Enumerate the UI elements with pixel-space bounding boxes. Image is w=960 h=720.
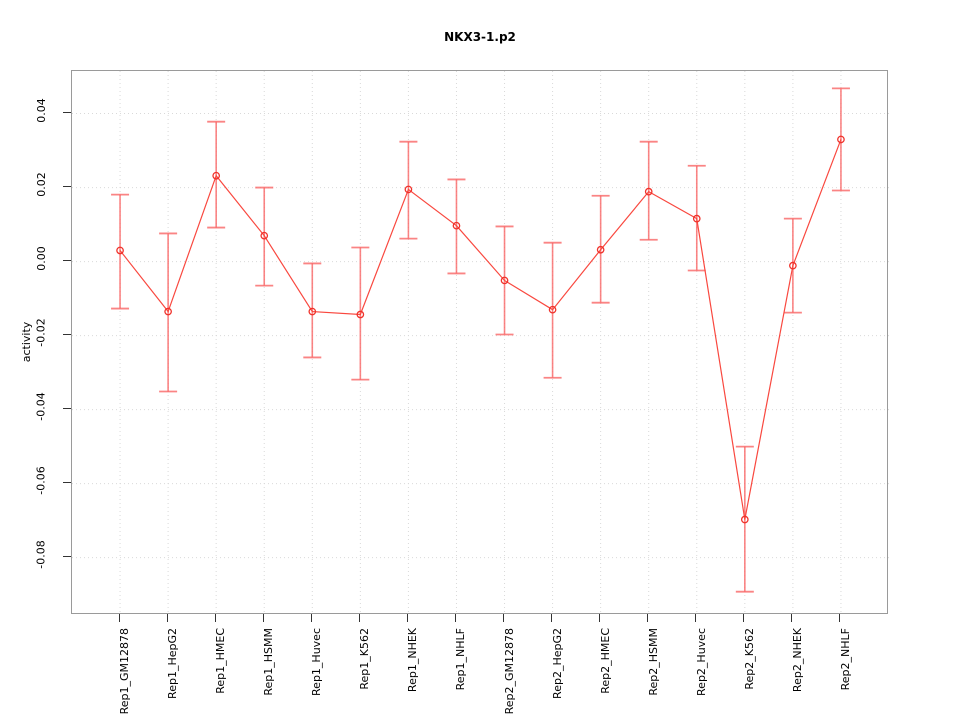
x-axis-tick-label: Rep2_HSMM (646, 628, 660, 696)
y-axis-tick-label-text: -0.06 (34, 465, 48, 495)
x-axis-tick-mark (166, 614, 168, 622)
x-axis-tick-mark (743, 614, 745, 622)
x-axis-tick-label: Rep1_HepG2 (166, 628, 180, 699)
y-axis-tick-mark (63, 112, 71, 114)
x-axis-tick-mark (310, 614, 312, 622)
y-axis-tick-label-text: 0.00 (34, 245, 48, 271)
data-point-marker[interactable] (164, 307, 172, 316)
error-bar (639, 140, 658, 241)
data-point-marker[interactable] (308, 307, 317, 316)
x-axis-tick-mark (839, 614, 841, 622)
chart-title: NKX3-1.p2 (444, 30, 516, 44)
x-axis-tick-label: Rep1_K562 (358, 628, 372, 690)
y-axis-tick-label: -0.02 (25, 318, 57, 346)
x-axis-tick-label: Rep2_K562 (742, 628, 756, 690)
y-axis-tick-label-text: 0.02 (34, 171, 48, 197)
data-point-marker[interactable] (116, 246, 124, 255)
x-axis-tick-label: Rep1_Huvec (310, 628, 324, 696)
plot-area (71, 70, 889, 615)
y-axis-tick-label: -0.08 (25, 540, 57, 568)
x-axis-tick-label: Rep2_GM12878 (502, 628, 516, 715)
y-axis-tick-label: 0.00 (25, 246, 57, 271)
y-axis-tick-mark (63, 186, 71, 188)
plot-svg (72, 71, 889, 615)
x-axis-tick-label: Rep2_NHLF (838, 628, 852, 691)
data-point-marker[interactable] (500, 276, 509, 285)
x-axis-tick-label: Rep1_NHEK (406, 628, 420, 693)
y-axis-tick-label-text: -0.08 (34, 539, 48, 569)
x-axis-tick-mark (214, 614, 216, 622)
y-axis-tick-label-text: -0.02 (34, 317, 48, 347)
data-point-marker[interactable] (452, 221, 461, 230)
data-point-marker[interactable] (356, 310, 365, 319)
data-point-marker[interactable] (789, 261, 797, 270)
x-axis-tick-label: Rep1_HSMM (262, 628, 276, 696)
y-axis-tick-label: 0.04 (25, 98, 57, 123)
x-axis-tick-label: Rep1_GM12878 (118, 628, 132, 715)
x-axis-tick-mark (551, 614, 553, 622)
x-axis-tick-mark (118, 614, 120, 622)
x-axis-tick-mark (454, 614, 456, 622)
x-axis-tick-mark (358, 614, 360, 622)
x-axis-tick-mark (599, 614, 601, 622)
data-point-marker[interactable] (837, 135, 845, 144)
data-point-marker[interactable] (596, 245, 605, 254)
error-bar (111, 193, 130, 310)
x-axis-tick-mark (791, 614, 793, 622)
y-axis-tick-mark (63, 556, 71, 558)
y-axis-tick-mark (63, 260, 71, 262)
x-axis-tick-label: Rep2_NHEK (790, 628, 804, 693)
data-point-marker[interactable] (740, 515, 749, 524)
x-axis-tick-mark (695, 614, 697, 622)
x-axis-tick-label: Rep2_Huvec (694, 628, 708, 696)
x-axis-tick-label: Rep1_HMEC (214, 628, 228, 694)
x-axis-tick-mark (262, 614, 264, 622)
data-point-marker[interactable] (404, 185, 413, 194)
y-axis-tick-label-text: 0.04 (34, 97, 48, 123)
data-point-marker[interactable] (692, 214, 701, 223)
data-point-marker[interactable] (548, 305, 557, 314)
y-axis-tick-label: -0.04 (25, 392, 57, 420)
data-point-marker[interactable] (260, 231, 269, 240)
y-axis-tick-label-text: -0.04 (34, 391, 48, 421)
data-point-marker[interactable] (212, 171, 221, 180)
data-line (119, 139, 842, 520)
x-axis-tick-mark (503, 614, 505, 622)
x-axis-tick-label: Rep2_HMEC (598, 628, 612, 694)
y-axis-tick-mark (63, 334, 71, 336)
y-axis-tick-mark (63, 408, 71, 410)
x-axis-tick-label: Rep2_HepG2 (550, 628, 564, 699)
x-axis-tick-mark (406, 614, 408, 622)
x-axis-tick-label: Rep1_NHLF (454, 628, 468, 691)
error-bar (207, 120, 226, 229)
data-point-marker[interactable] (644, 187, 653, 196)
y-axis-tick-mark (63, 482, 71, 484)
y-axis-tick-label: 0.02 (25, 172, 57, 197)
x-axis-tick-mark (647, 614, 649, 622)
y-axis-tick-label: -0.06 (25, 466, 57, 494)
